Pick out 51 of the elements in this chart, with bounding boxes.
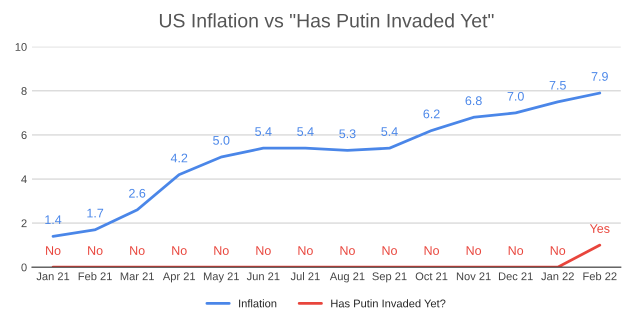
y-tick-label: 4	[21, 175, 27, 184]
data-label: 2.6	[129, 188, 146, 198]
data-label: No	[88, 246, 103, 256]
y-tick-label: 2	[22, 219, 27, 228]
data-label: No	[298, 246, 313, 256]
data-label: No	[508, 246, 524, 256]
x-tick-label: Jul 21	[290, 272, 320, 280]
data-label: 4.2	[170, 154, 188, 162]
x-tick-label: Aug 21	[330, 272, 364, 282]
data-label: 5.4	[381, 127, 398, 136]
legend-label: Inflation	[239, 299, 276, 308]
legend-label: Has Putin Invaded Yet?	[331, 299, 446, 308]
y-tick-label: 10	[16, 43, 27, 51]
x-tick-label: Mar 21	[120, 272, 154, 280]
data-label: 7.9	[592, 72, 608, 81]
data-label: 5.4	[297, 127, 314, 136]
x-tick-label: Jan 22	[541, 272, 574, 280]
y-tick-label: 8	[21, 87, 27, 95]
x-tick-label: Dec 21	[498, 272, 533, 280]
data-label: 7.0	[508, 92, 524, 101]
x-tick-label: Apr 21	[162, 272, 196, 282]
data-label: No	[424, 246, 440, 256]
data-label: No	[46, 246, 60, 256]
data-label: No	[550, 246, 566, 256]
data-label: 6.2	[423, 109, 440, 118]
data-label: Yes	[590, 224, 610, 233]
data-label: No	[214, 246, 229, 256]
data-label: No	[382, 246, 397, 256]
y-tick-label: 6	[22, 131, 27, 140]
data-label: 5.0	[213, 136, 230, 145]
x-tick-label: Oct 21	[416, 272, 448, 280]
data-label: 1.4	[45, 215, 62, 224]
x-tick-label: Feb 21	[78, 272, 112, 280]
y-tick-label: 0	[21, 263, 27, 272]
x-tick-label: Sep 21	[372, 272, 407, 282]
x-tick-label: Nov 21	[456, 272, 491, 280]
data-label: 5.4	[255, 127, 272, 136]
x-tick-label: Feb 22	[583, 272, 617, 280]
x-tick-label: May 21	[204, 272, 239, 282]
data-label: 6.8	[466, 96, 482, 106]
data-label: 5.3	[339, 129, 356, 138]
data-label: 7.5	[550, 80, 566, 90]
data-label: 1.7	[87, 208, 104, 218]
data-label: No	[466, 246, 482, 256]
data-label: No	[256, 246, 271, 256]
chart-title: US Inflation vs "Has Putin Invaded Yet"	[160, 13, 494, 28]
x-tick-label: Jan 21	[36, 272, 70, 280]
data-label: No	[130, 246, 145, 256]
data-label: No	[340, 246, 355, 256]
data-label: No	[172, 246, 187, 256]
x-tick-label: Jun 21	[246, 272, 280, 280]
